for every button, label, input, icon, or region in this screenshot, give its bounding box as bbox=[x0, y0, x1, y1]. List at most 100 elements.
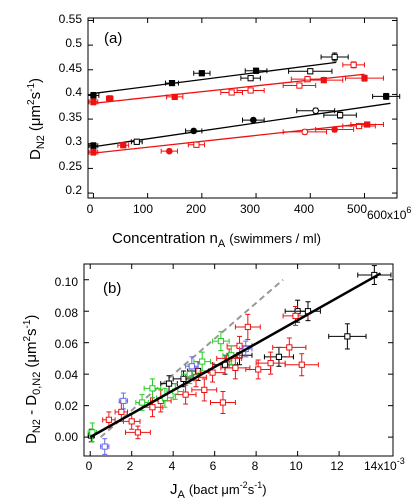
data-point bbox=[282, 82, 317, 89]
marker-square bbox=[180, 375, 187, 382]
data-point bbox=[88, 142, 99, 150]
data-point bbox=[284, 353, 319, 377]
marker-square bbox=[307, 68, 314, 75]
y-tick-label: 0.2 bbox=[65, 183, 82, 197]
chart-panel-a: 0.55 0.5 0.45 0.4 0.35 0.3 0.25 0.2 0 10… bbox=[26, 12, 411, 250]
tick-marks-b bbox=[84, 264, 393, 456]
data-point bbox=[212, 331, 230, 352]
data-point bbox=[102, 411, 116, 429]
data-point bbox=[272, 337, 307, 358]
x-axis-label-b: JA (bact μm-2s-1) bbox=[170, 480, 267, 501]
x-tick-label: 100 bbox=[133, 202, 153, 216]
marker-square bbox=[186, 371, 193, 378]
marker-circle bbox=[166, 147, 173, 155]
marker-square bbox=[364, 121, 371, 128]
y-tick-label: 0.55 bbox=[59, 12, 83, 26]
data-point bbox=[191, 378, 218, 402]
data-points-b bbox=[87, 265, 392, 455]
marker-square bbox=[286, 344, 293, 351]
marker-circle bbox=[312, 107, 319, 115]
y-tick-label: 0.06 bbox=[55, 337, 79, 351]
data-point bbox=[345, 74, 384, 82]
x-tick-label: 6 bbox=[210, 459, 217, 473]
marker-square bbox=[228, 89, 235, 96]
y-tick-label: 0.04 bbox=[55, 368, 79, 382]
data-point bbox=[165, 79, 180, 87]
marker-square bbox=[90, 149, 97, 156]
marker-square bbox=[134, 429, 142, 436]
fit-line-solid bbox=[89, 272, 382, 439]
fit-line bbox=[93, 61, 337, 95]
marker-square bbox=[149, 404, 156, 411]
marker-square bbox=[188, 363, 195, 370]
marker-square bbox=[247, 87, 254, 94]
y-tick-label: 0.08 bbox=[55, 306, 79, 320]
marker-square bbox=[355, 122, 363, 130]
panel-label-a: (a) bbox=[104, 30, 122, 47]
marker-circle bbox=[250, 116, 257, 124]
data-point bbox=[185, 356, 199, 377]
x-tick-label: 500 bbox=[347, 202, 367, 216]
marker-square bbox=[244, 323, 251, 331]
data-point bbox=[193, 351, 212, 372]
data-point bbox=[174, 384, 197, 405]
data-point bbox=[100, 438, 110, 455]
y-tick-label: 0.5 bbox=[65, 36, 82, 50]
marker-square bbox=[217, 338, 224, 345]
marker-square bbox=[165, 380, 173, 387]
marker-square bbox=[232, 364, 239, 371]
marker-square bbox=[201, 386, 208, 394]
y-axis-label-b: DN2 - D0,N2(μm2s-1) bbox=[22, 315, 43, 444]
marker-square bbox=[133, 138, 140, 145]
x-tick-label: 200 bbox=[186, 202, 206, 216]
fit-line bbox=[93, 122, 370, 154]
data-point bbox=[187, 141, 206, 148]
marker-square bbox=[128, 418, 135, 425]
plot-frame-a bbox=[87, 17, 398, 199]
marker-square bbox=[101, 443, 108, 450]
marker-square bbox=[168, 79, 176, 87]
x-tick-label: 400 bbox=[294, 202, 314, 216]
data-point bbox=[357, 265, 392, 285]
x-tick-label: 300 bbox=[240, 202, 260, 216]
data-point bbox=[240, 75, 261, 82]
data-point bbox=[87, 422, 97, 443]
marker-square bbox=[171, 93, 178, 101]
marker-square bbox=[304, 76, 311, 83]
y-axis-label-a: DN2(μm2s-1) bbox=[26, 78, 47, 160]
y-tick-label: 0.02 bbox=[55, 399, 79, 413]
y-tick-label: 0.35 bbox=[59, 110, 83, 124]
marker-square bbox=[331, 53, 338, 61]
marker-square bbox=[198, 70, 205, 77]
data-point bbox=[282, 305, 309, 326]
fit-line bbox=[93, 102, 391, 148]
marker-square bbox=[320, 77, 327, 84]
marker-square bbox=[106, 95, 113, 102]
data-point bbox=[236, 87, 265, 94]
x-tick-label: 0 bbox=[87, 202, 94, 216]
marker-square bbox=[336, 112, 344, 119]
data-point bbox=[117, 142, 130, 149]
marker-circle bbox=[301, 128, 309, 136]
marker-square bbox=[120, 397, 127, 405]
data-points-a bbox=[87, 52, 401, 156]
y-tick-label: 0.4 bbox=[65, 85, 82, 99]
data-point bbox=[244, 67, 268, 74]
x-tick-label-last: 14x10-3 bbox=[364, 456, 405, 473]
data-point bbox=[315, 126, 355, 133]
marker-square bbox=[219, 399, 227, 406]
data-point bbox=[234, 313, 261, 341]
data-point bbox=[166, 383, 185, 400]
y-tick-label: 0.10 bbox=[55, 275, 79, 289]
data-point bbox=[130, 138, 143, 145]
marker-square bbox=[193, 141, 200, 148]
data-point bbox=[304, 77, 344, 84]
x-tick-label: 4 bbox=[169, 459, 176, 473]
chart-panel-b: 0.10 0.08 0.06 0.04 0.02 0.00 0 2 4 6 8 … bbox=[22, 263, 405, 501]
marker-square bbox=[118, 408, 125, 416]
panel-label-b: (b) bbox=[103, 280, 121, 297]
marker-square bbox=[209, 369, 216, 376]
data-point bbox=[372, 92, 401, 100]
marker-square bbox=[90, 92, 97, 99]
data-point bbox=[118, 392, 129, 410]
